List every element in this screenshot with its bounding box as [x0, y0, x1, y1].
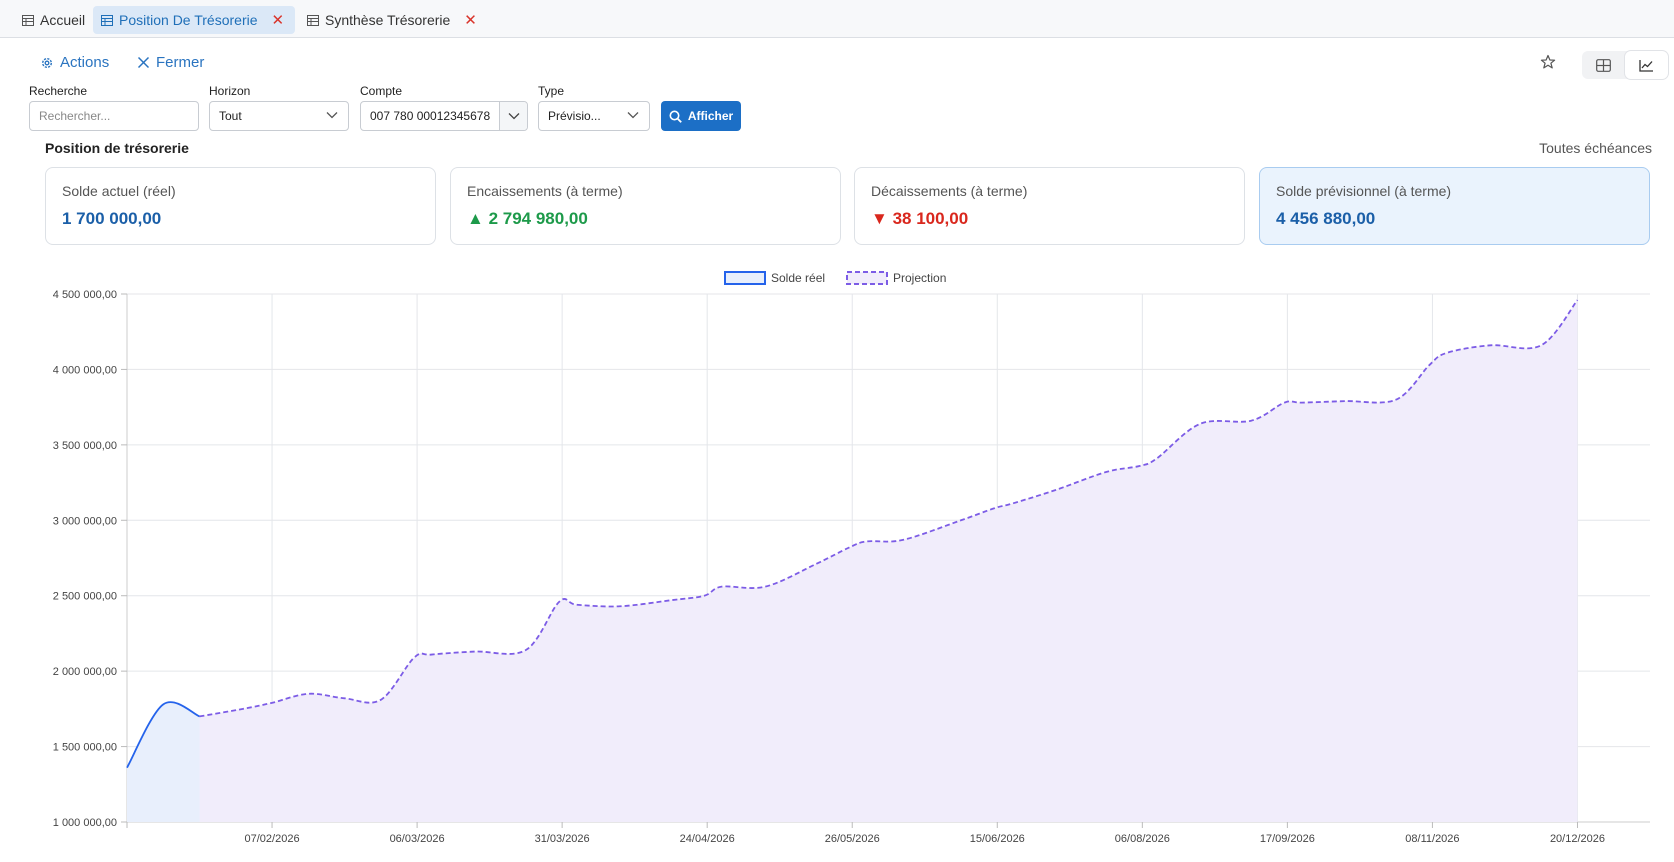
kpi-label: Décaissements (à terme): [871, 183, 1028, 199]
kpi-label: Encaissements (à terme): [467, 183, 623, 199]
y-tick-label: 4 000 000,00: [53, 364, 117, 376]
kpi-value: 1 700 000,00: [62, 209, 162, 228]
y-tick-label: 4 500 000,00: [53, 289, 117, 301]
horizon-select[interactable]: Tout: [209, 101, 349, 131]
actions-button[interactable]: Actions: [40, 54, 109, 71]
x-tick-label: 26/05/2026: [825, 833, 880, 845]
series-area-0: [127, 702, 200, 822]
y-tick-label: 1 500 000,00: [53, 742, 117, 754]
kpi-value: ▼ 38 100,00: [871, 209, 969, 228]
kpi-label: Solde prévisionnel (à terme): [1276, 183, 1452, 199]
horizon-label: Horizon: [209, 84, 251, 98]
series-area-1: [199, 300, 1578, 822]
search-label: Recherche: [29, 84, 88, 98]
table-icon: [101, 14, 113, 26]
close-icon[interactable]: ✕: [464, 11, 477, 29]
grid-view-button[interactable]: [1582, 51, 1625, 79]
chart-legend: Solde réel Projection: [724, 271, 946, 285]
chevron-down-icon: [508, 113, 519, 120]
legend-label: Projection: [893, 271, 946, 285]
table-icon: [307, 14, 319, 26]
legend-swatch: [846, 271, 888, 285]
close-label: Fermer: [156, 54, 205, 71]
account-combobox[interactable]: 007 780 00012345678: [360, 101, 528, 131]
arrow-up-icon: ▲: [467, 209, 484, 228]
chart-lines: [126, 299, 1579, 769]
series-line-0: [126, 701, 200, 769]
tab-bar: Accueil Position De Trésorerie ✕ Synthès…: [0, 0, 1674, 38]
x-axis: 07/02/2026 06/03/2026 31/03/2026 24/04/2026…: [126, 822, 1605, 845]
x-tick-label: 06/08/2026: [1115, 833, 1170, 845]
horizon-value: Tout: [219, 109, 242, 123]
kpi-card-disbursements: Décaissements (à terme) ▼ 38 100,00: [854, 167, 1245, 245]
x-tick-label: 15/06/2026: [970, 833, 1025, 845]
y-tick-label: 1 000 000,00: [53, 817, 117, 829]
kpi-label: Solde actuel (réel): [62, 183, 176, 199]
x-tick-label: 20/12/2026: [1550, 833, 1605, 845]
tab-accueil[interactable]: Accueil: [14, 6, 93, 34]
account-dropdown-button[interactable]: [499, 102, 527, 130]
chevron-down-icon: [627, 112, 639, 119]
show-button[interactable]: Afficher: [661, 101, 741, 131]
y-tick-label: 3 500 000,00: [53, 440, 117, 452]
x-tick-label: 31/03/2026: [535, 833, 590, 845]
view-switch: [1582, 51, 1668, 79]
search-icon: [669, 110, 682, 123]
star-icon: [1540, 54, 1556, 69]
line-chart-icon: [1639, 59, 1653, 72]
kpi-card-current-balance: Solde actuel (réel) 1 700 000,00: [45, 167, 436, 245]
legend-label: Solde réel: [771, 271, 825, 285]
type-value: Prévisio...: [548, 109, 601, 123]
y-tick-label: 3 000 000,00: [53, 515, 117, 527]
legend-swatch: [724, 271, 766, 285]
tab-synthese-tresorerie[interactable]: Synthèse Trésorerie ✕: [299, 6, 485, 34]
kpi-value: 4 456 880,00: [1276, 209, 1376, 228]
search-input[interactable]: Rechercher...: [29, 101, 199, 131]
close-icon: [137, 56, 150, 69]
account-value: 007 780 00012345678: [370, 109, 491, 123]
y-axis: 1 000 000,00 1 500 000,00 2 000 000,00 2 50…: [53, 289, 127, 829]
kpi-card-forecast-balance: Solde prévisionnel (à terme) 4 456 880,0…: [1259, 167, 1650, 245]
chevron-down-icon: [326, 112, 338, 119]
close-icon[interactable]: ✕: [271, 11, 285, 29]
actions-label: Actions: [60, 54, 110, 71]
account-label: Compte: [360, 84, 403, 98]
type-label: Type: [538, 84, 565, 98]
y-tick-label: 2 000 000,00: [53, 666, 117, 678]
close-button[interactable]: Fermer: [137, 54, 204, 71]
kpi-value: ▲ 2 794 980,00: [467, 209, 588, 228]
grid-icon: [1596, 58, 1611, 72]
arrow-down-icon: ▼: [871, 209, 888, 228]
show-button-label: Afficher: [687, 109, 734, 123]
x-tick-label: 06/03/2026: [390, 833, 445, 845]
kpi-card-receipts: Encaissements (à terme) ▲ 2 794 980,00: [450, 167, 841, 245]
section-title: Position de trésorerie: [45, 140, 189, 156]
tab-label: Accueil: [40, 12, 86, 28]
treasury-chart: 1 000 000,00 1 500 000,00 2 000 000,00 2 50…: [53, 271, 1650, 845]
chart-view-button[interactable]: [1625, 51, 1668, 79]
x-tick-label: 17/09/2026: [1260, 833, 1315, 845]
x-tick-label: 24/04/2026: [680, 833, 735, 845]
y-tick-label: 2 500 000,00: [53, 591, 117, 603]
type-select[interactable]: Prévisio...: [538, 101, 650, 131]
gear-icon: [41, 57, 53, 68]
table-icon: [22, 14, 34, 26]
tab-label: Synthèse Trésorerie: [325, 12, 451, 28]
tab-position-tresorerie[interactable]: Position De Trésorerie ✕: [93, 6, 295, 34]
section-scope: Toutes échéances: [1539, 140, 1652, 156]
tab-label: Position De Trésorerie: [119, 12, 258, 28]
x-tick-label: 08/11/2026: [1405, 833, 1459, 845]
x-tick-label: 07/02/2026: [245, 833, 300, 845]
favorite-button[interactable]: [1540, 54, 1556, 75]
